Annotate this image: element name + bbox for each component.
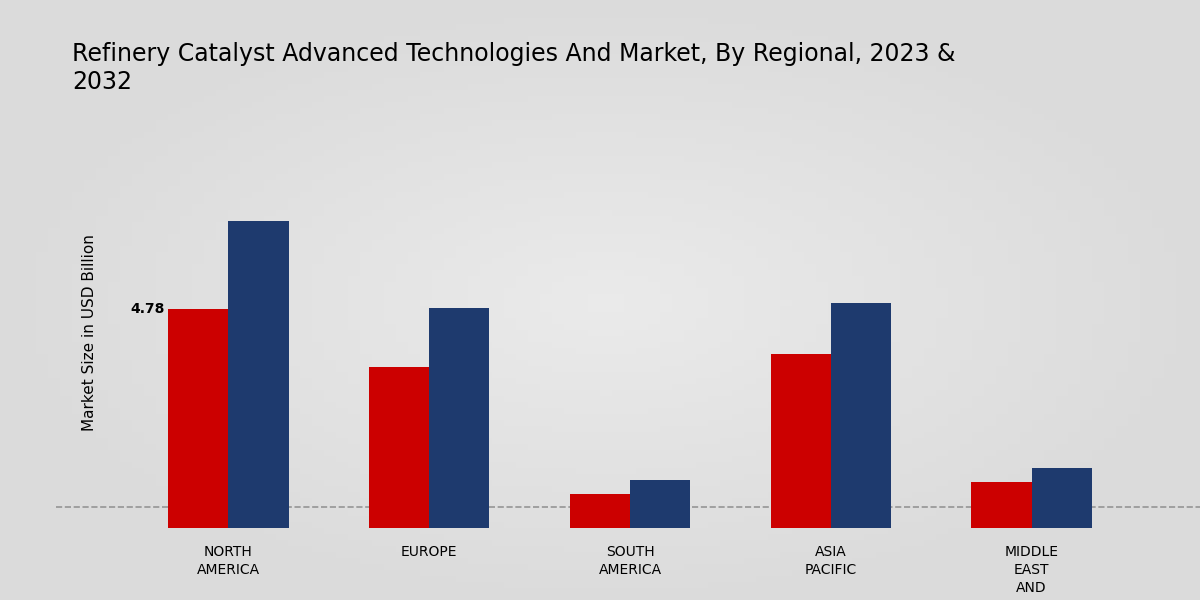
Bar bbox=[770, 353, 830, 528]
Bar bbox=[370, 367, 430, 528]
Bar bbox=[971, 482, 1032, 528]
Bar bbox=[830, 303, 890, 528]
Bar bbox=[570, 494, 630, 528]
Bar bbox=[430, 308, 490, 528]
Text: 4.78: 4.78 bbox=[131, 302, 166, 316]
Bar bbox=[630, 480, 690, 528]
Bar bbox=[228, 221, 289, 528]
Text: Refinery Catalyst Advanced Technologies And Market, By Regional, 2023 &
2032: Refinery Catalyst Advanced Technologies … bbox=[72, 42, 955, 94]
Bar bbox=[1032, 469, 1092, 528]
Bar bbox=[168, 308, 228, 528]
Y-axis label: Market Size in USD Billion: Market Size in USD Billion bbox=[82, 235, 97, 431]
